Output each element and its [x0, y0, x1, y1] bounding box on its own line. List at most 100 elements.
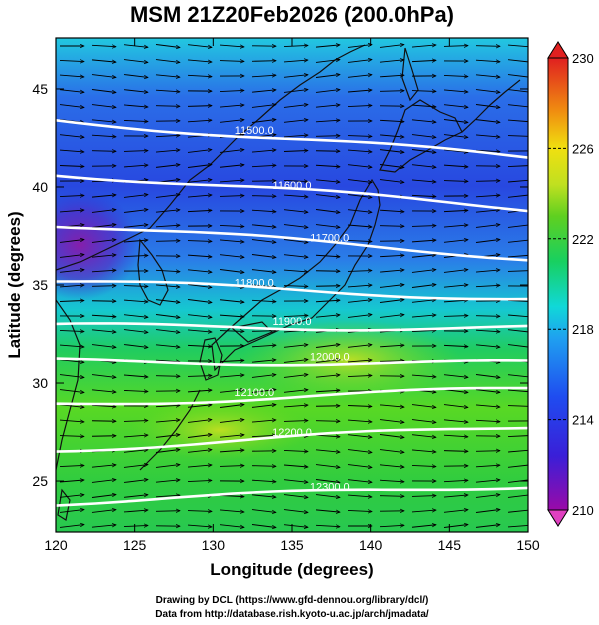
- wind-arrow: [283, 360, 308, 363]
- wind-arrow: [443, 480, 468, 481]
- wind-arrow: [91, 344, 116, 348]
- wind-arrow: [155, 495, 180, 497]
- wind-arrow: [251, 509, 276, 513]
- wind-arrow: [187, 59, 212, 62]
- wind-arrow: [315, 345, 340, 348]
- wind-arrow: [315, 525, 340, 526]
- wind-arrow: [59, 134, 84, 138]
- wind-arrow: [347, 240, 372, 241]
- wind-arrow: [155, 360, 180, 362]
- wind-arrow: [59, 75, 84, 77]
- wind-arrow: [475, 404, 500, 407]
- wind-arrow: [379, 315, 404, 318]
- wind-arrow: [411, 404, 436, 408]
- y-tick-label: 45: [32, 81, 48, 97]
- wind-arrow: [283, 209, 308, 213]
- wind-arrow: [251, 360, 276, 363]
- height-contours: 11500.0 11600.0 11700.0 11800.0 11900.0 12000…: [56, 119, 528, 507]
- wind-arrow: [443, 225, 468, 228]
- wind-arrow: [91, 104, 116, 108]
- wind-arrow: [123, 300, 148, 302]
- wind-arrow: [411, 91, 436, 92]
- wind-arrow: [91, 315, 116, 316]
- wind-arrow: [59, 389, 84, 393]
- wind-arrow: [59, 495, 84, 498]
- wind-arrow: [123, 210, 148, 213]
- wind-arrow: [507, 510, 528, 513]
- x-tick-label: 120: [44, 537, 68, 553]
- wind-arrow: [59, 150, 84, 152]
- wind-arrow: [507, 180, 528, 182]
- contour-label: 11900.0: [273, 316, 312, 328]
- wind-arrow: [283, 195, 308, 197]
- wind-arrow: [123, 255, 148, 256]
- wind-arrow: [443, 404, 468, 408]
- colorbar-tick-label: 226: [572, 141, 594, 156]
- wind-arrow: [251, 269, 276, 273]
- wind-arrow: [251, 435, 276, 436]
- wind-arrow: [379, 419, 404, 423]
- wind-arrow: [219, 360, 244, 361]
- wind-arrow: [283, 315, 308, 316]
- wind-arrow: [507, 271, 528, 272]
- wind-arrow: [411, 449, 436, 452]
- wind-arrow: [443, 104, 468, 108]
- wind-arrow: [91, 89, 116, 93]
- wind-arrow: [507, 136, 528, 137]
- wind-arrow: [187, 284, 212, 288]
- wind-arrow: [59, 510, 84, 513]
- wind-arrow: [507, 45, 528, 47]
- colorbar-max-triangle: [547, 41, 569, 59]
- wind-arrow: [283, 75, 308, 78]
- wind-arrow: [315, 479, 340, 483]
- wind-arrow: [507, 255, 528, 257]
- wind-arrow: [187, 120, 212, 122]
- wind-arrow: [347, 375, 372, 376]
- wind-arrow: [507, 344, 528, 348]
- wind-arrow: [443, 165, 468, 167]
- wind-arrow: [187, 150, 212, 153]
- wind-arrow: [123, 120, 148, 121]
- wind-arrow: [443, 374, 468, 378]
- wind-arrow: [187, 435, 212, 438]
- temperature-field: [56, 38, 528, 532]
- wind-arrow: [475, 150, 500, 151]
- wind-arrow: [187, 480, 212, 481]
- wind-arrow: [379, 164, 404, 168]
- wind-arrow: [475, 330, 500, 332]
- wind-arrow: [155, 329, 180, 333]
- wind-arrow: [59, 255, 84, 258]
- wind-arrow: [315, 300, 340, 302]
- wind-arrow: [155, 450, 180, 453]
- contour-label: 12100.0: [234, 387, 274, 399]
- wind-arrow: [443, 270, 468, 273]
- wind-arrow: [507, 406, 528, 407]
- wind-arrow: [251, 210, 276, 212]
- wind-arrow: [475, 195, 500, 197]
- wind-arrow: [283, 180, 308, 181]
- wind-arrow: [219, 495, 244, 496]
- wind-arrow: [507, 390, 528, 392]
- wind-arrow: [251, 345, 276, 347]
- wind-arrow: [315, 286, 340, 287]
- contour-line: [56, 119, 528, 159]
- wind-arrow: [59, 301, 84, 302]
- wind-arrow: [411, 240, 436, 242]
- wind-arrow: [283, 224, 308, 228]
- x-tick-label: 125: [123, 537, 147, 553]
- wind-arrow: [411, 149, 436, 153]
- wind-arrow: [251, 165, 276, 166]
- wind-arrow: [123, 390, 148, 391]
- wind-arrow: [251, 480, 276, 482]
- wind-arrow: [155, 299, 180, 303]
- wind-arrow: [155, 465, 180, 468]
- contour-line: [56, 225, 528, 262]
- wind-arrow: [315, 449, 340, 452]
- wind-arrow: [347, 434, 372, 438]
- wind-arrow: [283, 450, 308, 451]
- wind-arrow: [411, 195, 436, 196]
- wind-arrow: [347, 345, 372, 348]
- wind-arrow: [347, 179, 372, 183]
- wind-arrow: [91, 465, 116, 468]
- wind-arrow: [187, 180, 212, 183]
